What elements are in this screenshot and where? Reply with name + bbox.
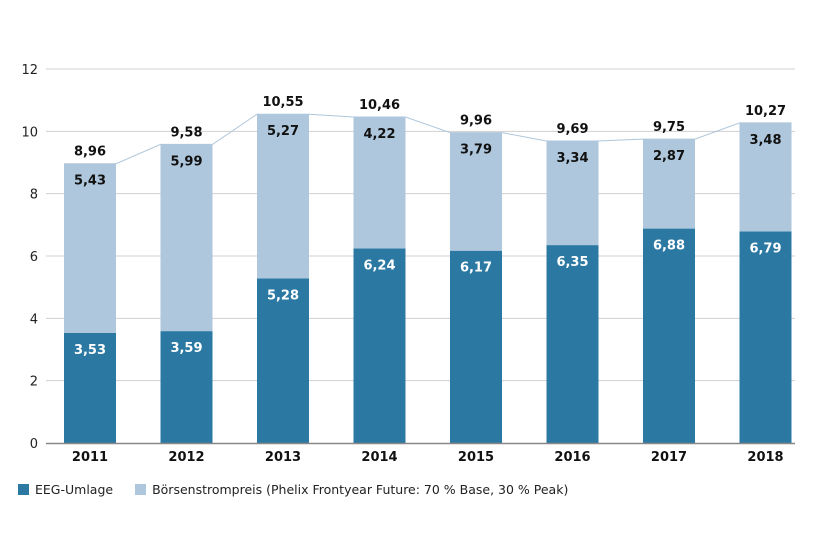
data-label-eeg-umlage: 6,88: [653, 239, 685, 254]
bar-boersenstrompreis: [257, 114, 309, 279]
data-label-boersenstrompreis: 4,22: [363, 127, 395, 142]
legend-swatch-boersenstrompreis: [135, 484, 147, 495]
total-label: 9,75: [653, 120, 685, 135]
total-label: 10,27: [745, 104, 786, 119]
total-label: 10,46: [359, 98, 400, 113]
data-label-eeg-umlage: 5,28: [267, 288, 299, 303]
bar-boersenstrompreis: [546, 140, 599, 246]
data-label-boersenstrompreis: 5,27: [267, 124, 299, 139]
bar-eeg-umlage: [257, 278, 309, 443]
bar-eeg-umlage: [643, 228, 695, 443]
y-tick-label: 8: [30, 188, 38, 203]
data-label-eeg-umlage: 6,79: [749, 241, 781, 256]
legend: EEG-Umlage Börsenstrompreis (Phelix Fron…: [18, 482, 590, 497]
legend-label-boersenstrompreis: Börsenstrompreis (Phelix Frontyear Futur…: [152, 482, 569, 497]
x-tick-label: 2017: [651, 450, 687, 465]
bar-boersenstrompreis: [739, 122, 792, 232]
bar-boersenstrompreis: [643, 139, 695, 229]
x-tick-label: 2015: [458, 450, 494, 465]
x-tick-label: 2014: [361, 450, 397, 465]
data-label-eeg-umlage: 6,35: [556, 255, 588, 270]
data-label-eeg-umlage: 3,59: [170, 341, 202, 356]
bar-boersenstrompreis: [64, 163, 116, 333]
bar-boersenstrompreis: [160, 144, 213, 332]
bar-eeg-umlage: [450, 250, 502, 443]
bar-eeg-umlage: [160, 331, 213, 443]
legend-item-boersenstrompreis: Börsenstrompreis (Phelix Frontyear Futur…: [135, 482, 568, 497]
x-tick-label: 2013: [265, 450, 301, 465]
y-tick-label: 4: [30, 312, 38, 327]
legend-item-eeg-umlage: EEG-Umlage: [18, 482, 113, 497]
bar-eeg-umlage: [546, 245, 599, 443]
total-label: 9,69: [556, 122, 588, 137]
data-label-boersenstrompreis: 3,79: [460, 143, 492, 158]
x-tick-label: 2011: [72, 450, 108, 465]
data-label-boersenstrompreis: 2,87: [653, 149, 685, 164]
data-label-boersenstrompreis: 5,99: [170, 154, 202, 169]
bar-eeg-umlage: [739, 231, 792, 443]
legend-swatch-eeg: [18, 484, 29, 495]
bars: 3,53 5,43 8,96 3,59 5,99 9,58 5,28 5,27 10,55 6,2…: [64, 95, 792, 443]
bar-eeg-umlage: [353, 248, 406, 443]
y-tick-label: 6: [30, 250, 38, 265]
total-label: 9,96: [460, 114, 492, 129]
data-label-eeg-umlage: 3,53: [74, 343, 106, 358]
bar-boersenstrompreis: [353, 116, 406, 249]
data-label-boersenstrompreis: 5,43: [74, 174, 106, 189]
total-label: 10,55: [262, 95, 303, 110]
legend-label-eeg: EEG-Umlage: [35, 482, 114, 497]
x-tick-label: 2016: [554, 450, 590, 465]
x-tick-label: 2012: [168, 450, 204, 465]
y-tick-label: 10: [21, 125, 38, 140]
data-label-eeg-umlage: 6,17: [460, 261, 492, 276]
y-tick-label: 0: [30, 437, 38, 452]
y-axis: 0 2 4 6 8 10 12: [21, 63, 38, 452]
x-tick-label: 2018: [747, 450, 783, 465]
y-tick-label: 2: [30, 375, 38, 390]
data-label-eeg-umlage: 6,24: [363, 259, 395, 274]
total-label: 8,96: [74, 145, 106, 160]
data-label-boersenstrompreis: 3,34: [556, 151, 588, 166]
data-label-boersenstrompreis: 3,48: [749, 133, 781, 148]
bar-boersenstrompreis: [450, 132, 502, 251]
y-tick-label: 12: [21, 63, 38, 78]
bar-eeg-umlage: [64, 332, 116, 443]
total-label: 9,58: [170, 125, 202, 140]
x-axis: 2011 2012 2013 2014 2015 2016 2017 2018: [46, 442, 795, 465]
